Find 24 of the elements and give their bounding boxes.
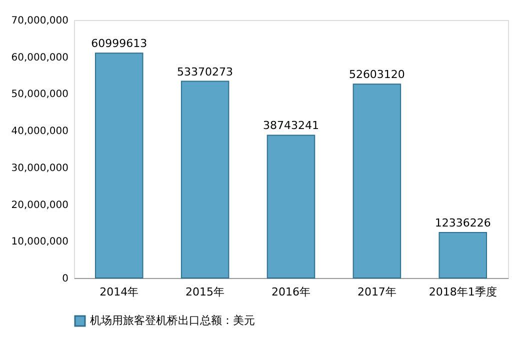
y-tick-label: 20,000,000	[11, 200, 68, 211]
x-tick-label: 2016年	[272, 286, 310, 298]
y-tick-label: 10,000,000	[11, 236, 68, 248]
y-tick-label: 70,000,000	[11, 16, 68, 26]
y-tick-label: 50,000,000	[11, 89, 68, 100]
x-tick-label: 2018年1季度	[428, 286, 497, 298]
y-tick-label: 60,000,000	[11, 52, 68, 64]
bar	[94, 52, 144, 278]
bar	[180, 80, 230, 278]
bar	[438, 232, 488, 278]
x-tick-label: 2017年	[357, 286, 396, 298]
y-tick-label: 30,000,000	[11, 162, 68, 174]
bar	[352, 84, 402, 278]
data-label: 53370273	[177, 65, 234, 78]
x-tick-label: 2015年	[186, 286, 225, 298]
bar	[266, 134, 316, 278]
data-label: 60999613	[91, 37, 148, 50]
data-label: 38743241	[263, 119, 319, 132]
data-label: 52603120	[348, 68, 405, 82]
data-label: 12336226	[434, 216, 491, 230]
legend-label: 机场用旅客登机桥出口总额：美元	[90, 314, 255, 327]
y-tick-label: 40,000,000	[11, 126, 68, 138]
x-tick-label: 2014年	[100, 286, 139, 298]
y-tick-label: 0	[62, 274, 68, 284]
